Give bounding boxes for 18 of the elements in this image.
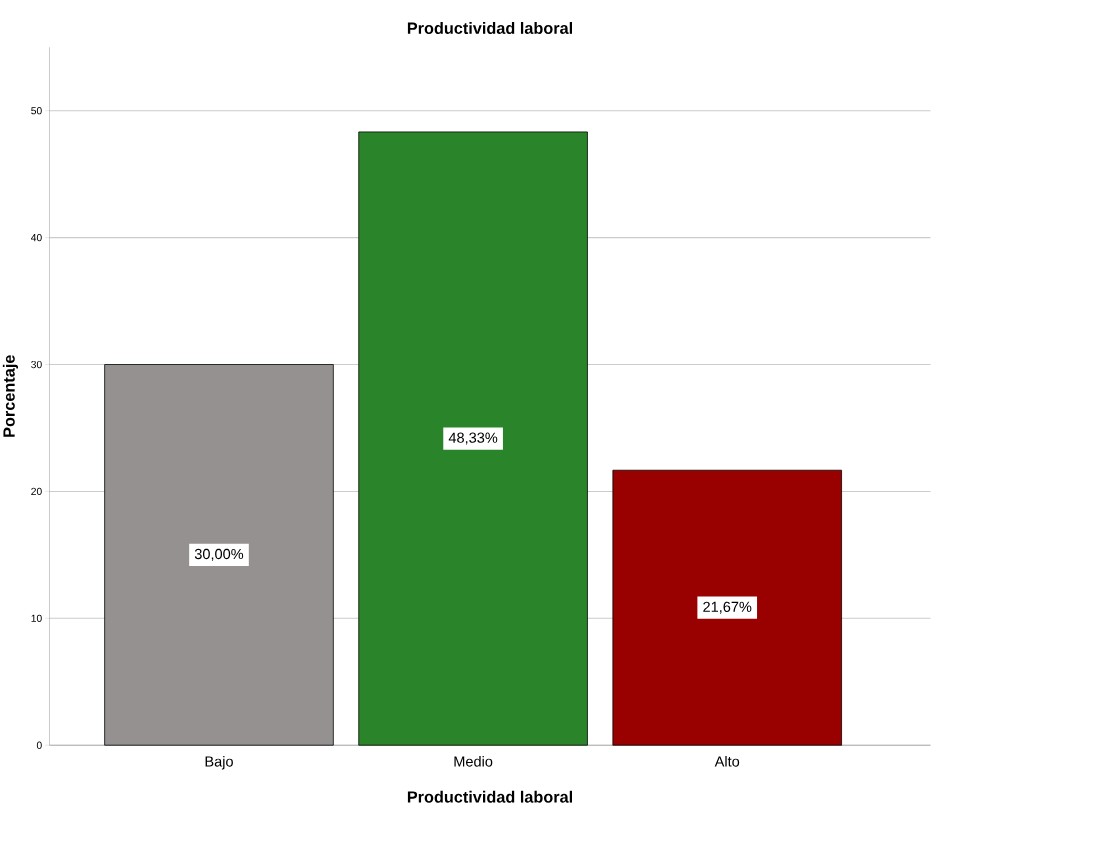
y-axis-title: Porcentaje — [2, 355, 19, 437]
x-tick-label: Bajo — [205, 755, 233, 770]
data-label: 48,33% — [448, 432, 498, 445]
x-axis-title: Productividad laboral — [407, 790, 573, 803]
x-tick-label: Medio — [454, 755, 493, 767]
x-tick-label: Alto — [714, 755, 740, 767]
data-label: 30,00% — [194, 548, 244, 561]
y-tick-label: 30 — [31, 360, 42, 368]
bar — [612, 469, 842, 746]
y-tick-label: 10 — [31, 614, 42, 622]
y-tick-label: 40 — [31, 233, 42, 242]
y-tick-label: 0 — [36, 741, 42, 749]
bar — [358, 131, 588, 746]
chart-title: Productividad laboral — [407, 21, 573, 34]
bar — [104, 363, 334, 746]
y-tick-label: 20 — [31, 487, 42, 495]
y-tick-label: 50 — [31, 106, 42, 115]
data-label: 21,67% — [703, 601, 752, 614]
